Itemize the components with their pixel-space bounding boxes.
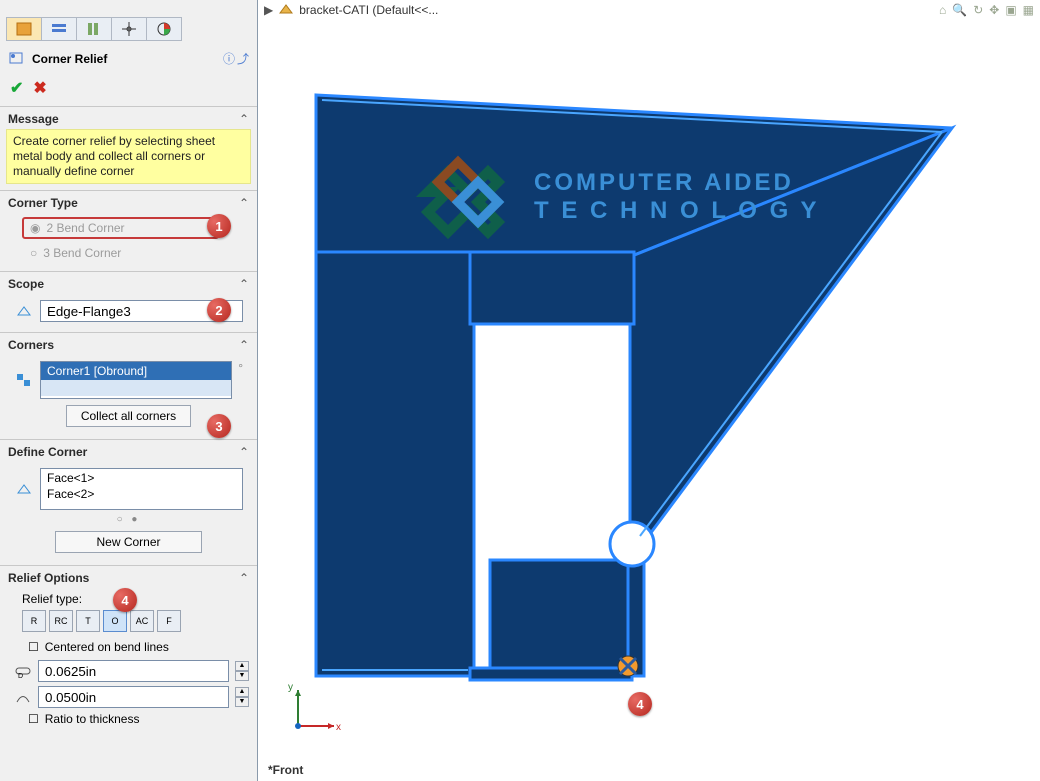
radio-icon: ○ [30,246,37,260]
svg-text:x: x [336,722,341,733]
relief-type-buttons: R RC T O AC F [8,608,249,638]
corner-type-head[interactable]: Corner Type ⌃ [0,191,257,213]
section-define-corner: Define Corner ⌃ Face<1> Face<2> ○ ● New … [0,439,257,565]
section-message: Message ⌃ Create corner relief by select… [0,106,257,184]
checkbox-icon: ☐ [28,640,39,654]
tab-dimxpert[interactable] [111,17,147,41]
panel-tabs [6,17,181,41]
property-manager-panel: Corner Relief ⓘ ⤴ ✔ ✖ Message ⌃ Create c… [0,0,258,781]
message-text: Create corner relief by selecting sheet … [6,129,251,184]
chevron-up-icon: ⌃ [239,112,249,126]
part-icon [277,1,295,20]
pager-dot: ° [238,361,243,375]
svg-text:y: y [288,682,293,693]
new-corner-button[interactable]: New Corner [55,531,201,553]
callout-1: 1 [207,214,231,238]
relief-type-rect-circ[interactable]: RC [49,610,73,632]
radio-icon: ◉ [30,221,40,235]
chevron-up-icon: ⌃ [239,196,249,210]
spin-down[interactable]: ▼ [235,671,249,681]
chevron-up-icon: ⌃ [239,571,249,585]
pan-icon[interactable]: ✥ [989,3,999,17]
zoom-fit-icon[interactable]: ⌂ [939,3,946,17]
relief-type-rectangular[interactable]: R [22,610,46,632]
relief-type-arc[interactable]: AC [130,610,154,632]
svg-text:D: D [18,673,23,679]
callout-4-view: 4 [628,692,652,716]
radio-3-bend-corner[interactable]: ○ 3 Bend Corner [8,243,249,263]
corner-relief-cut [610,522,654,566]
relief-options-head[interactable]: Relief Options ⌃ [0,566,257,588]
slot-width-icon [14,689,32,705]
relief-type-tear[interactable]: T [76,610,100,632]
callout-2: 2 [207,298,231,322]
pager-dots: ○ ● [8,512,249,527]
breadcrumb[interactable]: ▶ bracket-CATI (Default<<... [264,1,438,20]
cancel-button[interactable]: ✖ [33,78,46,98]
callout-4: 4 [113,588,137,612]
ok-button[interactable]: ✔ [10,78,23,98]
relief-type-full[interactable]: F [157,610,181,632]
view-toolbar: ⌂ 🔍 ↻ ✥ ▣ ▦ [939,3,1034,17]
breadcrumb-doc: bracket-CATI (Default<<... [299,3,438,17]
rotate-icon[interactable]: ↻ [973,3,983,17]
corners-head[interactable]: Corners ⌃ [0,333,257,355]
logo-line2: T E C H N O L O G Y [534,197,819,224]
tab-property-manager[interactable] [41,17,77,41]
chevron-up-icon: ⌃ [239,277,249,291]
logo-line1: COMPUTER AIDED [534,169,794,196]
corner-marker [618,656,638,676]
pin-icon[interactable]: ⤴ [237,50,249,67]
checkbox-icon: ☐ [28,712,39,726]
spin-down[interactable]: ▼ [235,697,249,707]
define-corner-head[interactable]: Define Corner ⌃ [0,440,257,462]
corner-relief-icon [8,49,26,68]
define-faces-list[interactable]: Face<1> Face<2> [40,468,243,510]
zoom-icon[interactable]: 🔍 [952,3,967,17]
chevron-up-icon: ⌃ [239,338,249,352]
section-icon[interactable]: ▣ [1005,3,1016,17]
tab-display-manager[interactable] [146,17,182,41]
section-message-head[interactable]: Message ⌃ [0,107,257,129]
display-style-icon[interactable]: ▦ [1023,3,1034,17]
ratio-checkbox[interactable]: ☐ Ratio to thickness [8,710,249,730]
collect-all-corners-button[interactable]: Collect all corners [66,405,191,427]
centered-checkbox[interactable]: ☐ Centered on bend lines [8,638,249,658]
slot-length-input[interactable] [38,660,229,682]
relief-type-obround[interactable]: O [103,610,127,632]
breadcrumb-arrow-icon: ▶ [264,3,273,17]
corner-list-item[interactable]: Corner1 [Obround] [41,362,231,380]
pm-confirm-row: ✔ ✖ [0,74,257,106]
view-triad: x y [286,678,346,738]
callout-3: 3 [207,414,231,438]
slot-width-input[interactable] [38,686,229,708]
viewport-top-bar: ▶ bracket-CATI (Default<<... ⌂ 🔍 ↻ ✥ ▣ ▦ [258,0,1040,20]
tab-feature-manager[interactable] [6,17,42,41]
scope-head[interactable]: Scope ⌃ [0,272,257,294]
spin-up[interactable]: ▲ [235,687,249,697]
radio-2-bend-corner[interactable]: ◉ 2 Bend Corner [22,217,219,239]
tab-config-manager[interactable] [76,17,112,41]
chevron-up-icon: ⌃ [239,445,249,459]
spin-up[interactable]: ▲ [235,661,249,671]
slot-length-icon: D [14,663,32,679]
model-view: COMPUTER AIDED T E C H N O L O G Y [298,70,978,690]
body-icon [14,303,34,319]
help-icon[interactable]: ⓘ [223,50,235,67]
view-name: *Front [268,763,303,777]
pm-title: Corner Relief [32,52,107,66]
corners-listbox[interactable]: Corner1 [Obround] [40,361,232,399]
pm-header: Corner Relief ⓘ ⤴ [0,43,257,74]
face-icon [14,481,34,497]
corner-list-icon [14,372,34,388]
